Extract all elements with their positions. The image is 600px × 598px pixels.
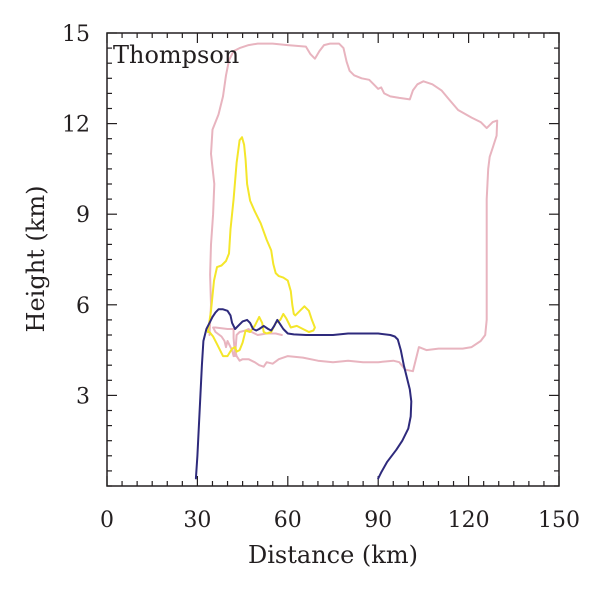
x-tick-label: 60	[274, 508, 302, 533]
series-line-2	[206, 136, 316, 358]
series-line-1	[208, 42, 499, 373]
y-axis-title: Height (km)	[22, 186, 50, 333]
ticks-layer	[106, 32, 560, 487]
y-tick-label: 6	[76, 294, 90, 319]
x-tick-label: 120	[448, 508, 490, 533]
x-tick-label: 0	[100, 508, 114, 533]
series-line-3	[194, 308, 413, 480]
x-tick-labels: 0 30 60 90 120 150	[100, 508, 580, 533]
x-tick-label: 30	[183, 508, 211, 533]
panel-label: Thompson	[113, 41, 239, 69]
y-tick-label: 15	[62, 22, 90, 47]
x-tick-label: 150	[538, 508, 580, 533]
y-tick-label: 3	[76, 384, 90, 409]
x-tick-label: 90	[364, 508, 392, 533]
y-tick-label: 12	[62, 113, 90, 138]
series-layer	[194, 42, 499, 480]
y-tick-labels: 3 6 9 12 15	[62, 22, 90, 409]
plot-area: Thompson	[106, 32, 560, 487]
y-tick-label: 9	[76, 203, 90, 228]
plot-frame	[106, 32, 560, 487]
x-axis-title: Distance (km)	[248, 541, 418, 569]
